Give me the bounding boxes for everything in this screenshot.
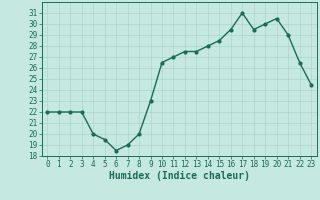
X-axis label: Humidex (Indice chaleur): Humidex (Indice chaleur) bbox=[109, 171, 250, 181]
